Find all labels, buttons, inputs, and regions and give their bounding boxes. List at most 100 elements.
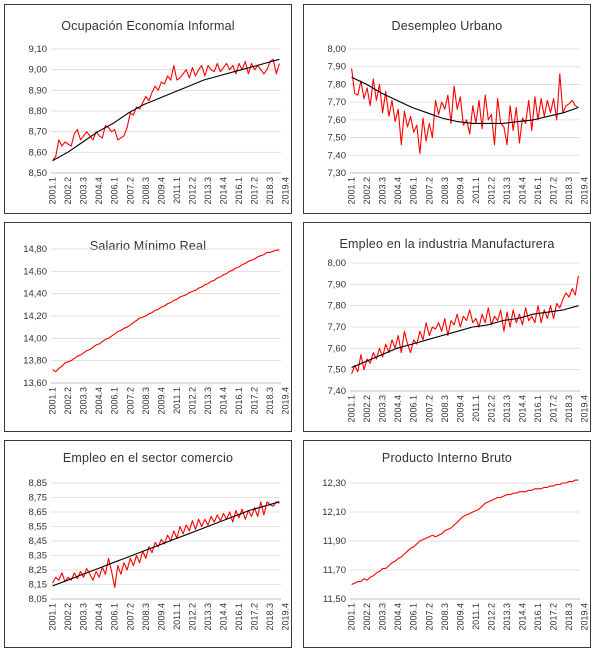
chart-panel-manufacturera: Empleo en la industria Manufacturera 7,4… [303, 222, 591, 432]
y-tick-label: 7,80 [328, 79, 347, 90]
x-tick-label: 2017.2 [250, 387, 260, 415]
x-tick-label: 2011.1 [172, 603, 182, 630]
y-tick-label: 7,30 [328, 168, 347, 179]
chart-title: Producto Interno Bruto [381, 451, 513, 465]
x-tick-label: 2009.4 [156, 603, 166, 631]
chart-title: Salario Mínimo Real [89, 239, 207, 253]
y-tick-label: 7,40 [328, 150, 347, 161]
y-tick-label: 7,70 [328, 97, 347, 108]
x-tick-label: 2001.1 [347, 395, 357, 423]
x-tick-label: 2017.2 [250, 603, 260, 631]
x-tick-label: 2002.2 [362, 177, 372, 205]
y-tick-label: 8,80 [29, 106, 48, 117]
x-tick-label: 2016.1 [533, 395, 543, 423]
series-line [52, 249, 280, 373]
x-tick-label: 2013.3 [502, 603, 512, 631]
x-tick-label: 2009.4 [455, 395, 465, 423]
x-tick-label: 2011.1 [471, 395, 481, 422]
x-tick-label: 2006.1 [110, 603, 120, 631]
y-tick-label: 7,80 [328, 301, 347, 312]
y-tick-label: 7,90 [328, 62, 347, 73]
chart-title: Desempleo Urbano [391, 19, 503, 33]
x-tick-label: 2006.1 [110, 387, 120, 415]
x-tick-label: 2013.3 [502, 395, 512, 423]
y-tick-label: 8,25 [29, 565, 48, 576]
chart-title: Empleo en la industria Manufacturera [339, 237, 555, 251]
y-tick-label: 14,80 [23, 244, 47, 255]
x-tick-label: 2004.4 [94, 387, 104, 415]
x-tick-label: 2001.1 [347, 603, 357, 631]
x-tick-label: 2012.2 [187, 603, 197, 631]
chart-panel-salario: Salario Mínimo Real 13,60 13,80 14,00 14,20… [4, 222, 292, 432]
x-tick-label: 2003.3 [79, 387, 89, 415]
y-tick-label: 7,50 [328, 133, 347, 144]
x-tick-label: 2009.4 [455, 603, 465, 631]
x-tick-label: 2008.3 [141, 603, 151, 631]
y-tick-label: 8,45 [29, 536, 48, 547]
x-tick-label: 2008.3 [141, 387, 151, 415]
x-tick-label: 2014.4 [518, 177, 528, 205]
x-tick-label: 2019.4 [580, 395, 590, 423]
chart-title: Empleo en el sector comercio [62, 451, 234, 465]
x-tick-label: 2001.1 [48, 387, 58, 415]
y-tick-label: 11,50 [323, 594, 346, 605]
x-tick-label: 2008.3 [440, 603, 450, 631]
chart-plot: 13,60 13,80 14,00 14,20 14,40 14,60 14,80 2001.… [23, 244, 290, 415]
x-tick-label: 2002.2 [63, 177, 73, 205]
y-tick-label: 8,55 [29, 522, 48, 533]
x-tick-label: 2014.4 [219, 387, 229, 415]
trend-line [52, 501, 280, 587]
x-tick-label: 2011.1 [172, 177, 182, 204]
x-tick-label: 2013.3 [203, 603, 213, 631]
x-tick-label: 2017.2 [549, 603, 559, 631]
x-tick-label: 2016.1 [234, 387, 244, 415]
x-tick-label: 2007.2 [125, 177, 135, 205]
y-tick-label: 8,50 [29, 168, 48, 179]
chart-panel-comercio: Empleo en el sector comercio 8,05 8,15 8,2… [4, 440, 292, 648]
x-tick-label: 2018.3 [265, 177, 275, 205]
y-tick-label: 14,00 [23, 333, 47, 344]
y-tick-label: 8,00 [328, 44, 347, 55]
x-tick-label: 2007.2 [424, 177, 434, 205]
x-tick-label: 2002.2 [63, 603, 73, 631]
x-tick-label: 2017.2 [250, 177, 260, 205]
x-tick-label: 2008.3 [440, 395, 450, 423]
x-tick-label: 2012.2 [486, 603, 496, 631]
x-tick-label: 2006.1 [409, 395, 419, 423]
y-tick-label: 9,00 [29, 65, 48, 76]
x-tick-label: 2009.4 [156, 177, 166, 205]
y-tick-label: 8,05 [29, 594, 48, 605]
x-tick-label: 2012.2 [486, 177, 496, 205]
x-tick-label: 2003.3 [79, 177, 89, 205]
x-tick-label: 2002.2 [362, 395, 372, 423]
x-tick-label: 2008.3 [440, 177, 450, 205]
trend-line [351, 305, 579, 369]
x-tick-label: 2007.2 [125, 387, 135, 415]
x-tick-label: 2004.4 [393, 603, 403, 631]
x-tick-label: 2009.4 [156, 387, 166, 415]
x-tick-label: 2001.1 [48, 603, 58, 631]
x-tick-label: 2016.1 [533, 177, 543, 205]
chart-plot: 8,05 8,15 8,25 8,35 8,45 8,55 8,65 8,75 8,85 2001… [29, 478, 291, 631]
y-tick-label: 8,60 [29, 147, 48, 158]
x-tick-label: 2011.1 [471, 177, 481, 204]
x-tick-label: 2007.2 [424, 395, 434, 423]
trend-line [351, 76, 579, 124]
x-tick-label: 2011.1 [471, 603, 481, 630]
x-tick-label: 2001.1 [48, 177, 58, 205]
y-tick-label: 7,70 [328, 322, 347, 333]
x-tick-label: 2013.3 [203, 177, 213, 205]
x-tick-label: 2006.1 [409, 177, 419, 205]
x-tick-label: 2013.3 [502, 177, 512, 205]
y-tick-label: 7,50 [328, 365, 347, 376]
y-tick-label: 13,60 [23, 378, 47, 389]
series-line [52, 58, 280, 161]
chart-plot: 7,30 7,40 7,50 7,60 7,70 7,80 7,90 8,00 2001.1 20… [328, 44, 590, 205]
x-tick-label: 2006.1 [110, 177, 120, 205]
x-tick-label: 2018.3 [564, 603, 574, 631]
x-tick-label: 2004.4 [393, 177, 403, 205]
x-tick-label: 2016.1 [234, 177, 244, 205]
x-tick-label: 2018.3 [564, 177, 574, 205]
y-tick-label: 14,40 [23, 289, 47, 300]
x-tick-label: 2001.1 [347, 177, 357, 205]
